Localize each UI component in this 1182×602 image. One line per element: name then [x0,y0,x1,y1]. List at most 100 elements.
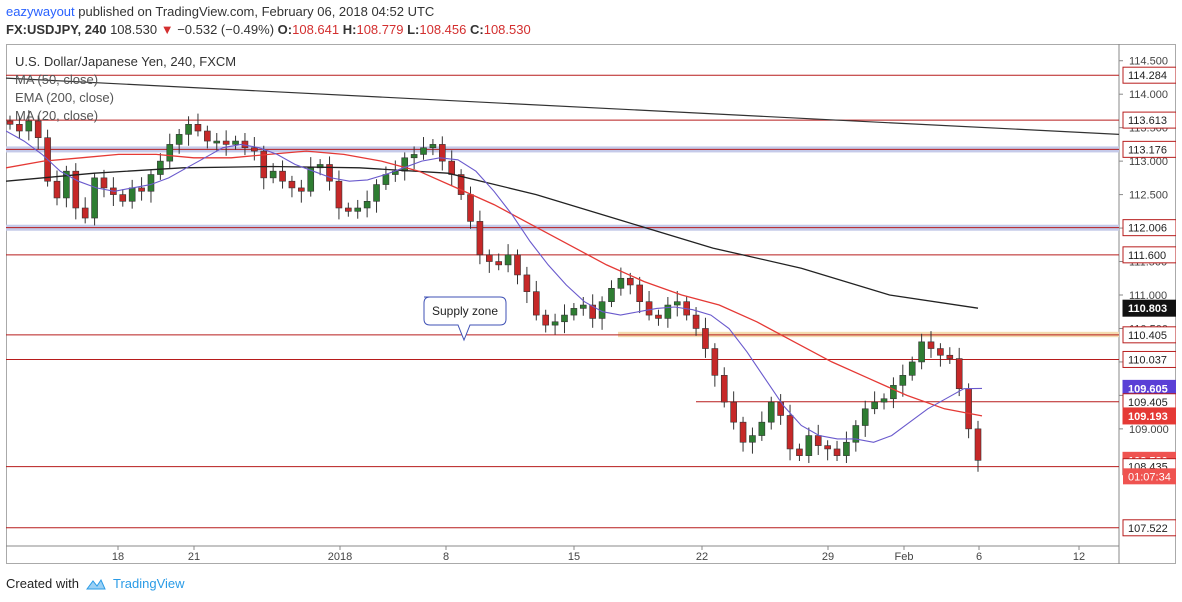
candle-body-101 [955,358,963,390]
candle-body-102 [965,388,972,430]
candle-body-81 [767,401,775,423]
candle-body-86 [814,435,822,446]
candle-body-38 [363,200,371,209]
candles-layer [6,110,982,472]
price-tags: 114.284 113.613 113.176 112.006 111.600 110.8… [1122,66,1177,537]
candle-body-96 [908,361,916,376]
candle-body-87 [824,445,831,450]
candle-body-84 [796,448,803,456]
ma50-line[interactable] [5,150,983,417]
price-tag-label-6: 110.405 [1128,330,1167,342]
close-label: C: [470,22,484,37]
candle-body-85 [805,435,813,456]
candle-body-19 [185,124,192,135]
price-tag-label-9: 109.405 [1128,397,1168,409]
candle-body-90 [852,425,860,443]
candle-body-61 [579,304,587,309]
candle-body-36 [345,207,352,212]
candle-body-16 [157,160,164,175]
trendline[interactable] [5,77,1120,135]
candle-body-103 [974,428,982,461]
candle-body-78 [739,421,747,443]
candle-body-27 [260,150,268,179]
candle-body-62 [589,304,596,319]
price-tag-label-8: 109.605 [1128,383,1168,395]
countdown-box [1123,468,1176,485]
price-tag-label-3: 112.006 [1128,223,1167,235]
trendline-layer [5,77,1120,135]
candle-body-65 [617,277,625,289]
ma20-line[interactable] [5,130,983,443]
candle-body-74 [702,328,709,349]
candle-body-2 [25,120,33,132]
candle-body-3 [34,120,42,139]
candle-body-80 [758,421,766,436]
candle-body-94 [890,385,897,400]
close-value: 108.530 [483,22,531,37]
legend-indicator-ma50[interactable]: MA (50, close) [15,72,99,87]
candle-body-73 [692,314,700,329]
price-chart[interactable]: 114.500 114.000 113.500 113.000 112.500 112.0… [5,44,1177,564]
time-axis[interactable]: 18 21 2018 8 15 22 29 Feb 6 12 [112,546,1085,563]
candle-body-88 [833,448,841,456]
candle-body-59 [561,314,568,323]
x-tick-label-5: 22 [696,551,708,563]
candle-body-29 [279,170,286,182]
candle-body-31 [298,187,305,192]
chart-frame[interactable]: 114.500 114.000 113.500 113.000 112.500 112.0… [5,44,1177,564]
symbol-label: FX:USDJPY, 240 [6,22,107,37]
candle-body-91 [861,408,869,426]
y-tick-label-3: 113.000 [1129,156,1168,168]
candle-body-49 [467,194,474,222]
candle-body-97 [918,341,925,363]
candle-body-67 [636,284,643,302]
candle-body-53 [504,254,512,266]
candle-body-8 [81,207,89,219]
x-tick-label-7: Feb [895,551,914,563]
callout-bubble [423,296,507,342]
y-tick-label-1: 114.000 [1129,89,1168,101]
candle-body-71 [673,301,681,306]
candle-body-44 [420,147,427,155]
candle-body-9 [91,177,98,219]
ema200-line[interactable] [5,165,979,309]
change-value: −0.532 (−0.49%) [177,22,275,37]
candle-body-15 [147,174,155,192]
candle-body-17 [166,144,174,162]
candle-body-56 [532,291,540,316]
price-tag-label-13: 107.522 [1128,523,1168,535]
x-tick-label-3: 8 [443,551,449,563]
tradingview-logo-icon [85,578,106,589]
levels-layer [6,74,1119,529]
last-price: 108.530 [110,22,158,37]
x-tick-label-2: 2018 [328,551,352,563]
x-tick-label-4: 15 [568,551,580,563]
y-tick-label-2: 113.500 [1129,123,1168,135]
candle-body-75 [711,348,719,376]
candle-body-54 [514,254,521,276]
x-tick-label-0: 18 [112,551,124,563]
tradingview-brand-link[interactable]: TradingView [112,576,185,591]
candle-body-98 [927,341,935,349]
low-value: 108.456 [419,22,467,37]
legend-indicator-ema200[interactable]: EMA (200, close) [15,90,114,105]
supply-zone-callout[interactable]: Supply zone [423,296,507,342]
price-tag-label-2: 113.176 [1128,144,1167,156]
candle-body-100 [946,354,954,359]
candle-body-95 [899,375,907,386]
candle-body-77 [730,401,737,423]
candle-body-26 [251,147,258,152]
candle-body-21 [204,130,211,142]
candle-body-58 [551,321,559,326]
chart-legend: U.S. Dollar/Japanese Yen, 240, FXCM MA (… [15,53,236,125]
y-tick-label-7: 111.000 [1129,290,1167,302]
candle-body-99 [937,348,944,356]
author-link[interactable]: eazywayout [6,4,75,19]
down-arrow-icon: ▼ [160,22,174,37]
candle-body-14 [138,187,145,192]
legend-indicator-ma20[interactable]: MA (20, close) [15,108,99,123]
y-tick-label-4: 112.500 [1129,190,1168,202]
candle-body-40 [382,174,390,185]
candle-body-39 [373,184,380,202]
candle-body-28 [269,170,277,179]
